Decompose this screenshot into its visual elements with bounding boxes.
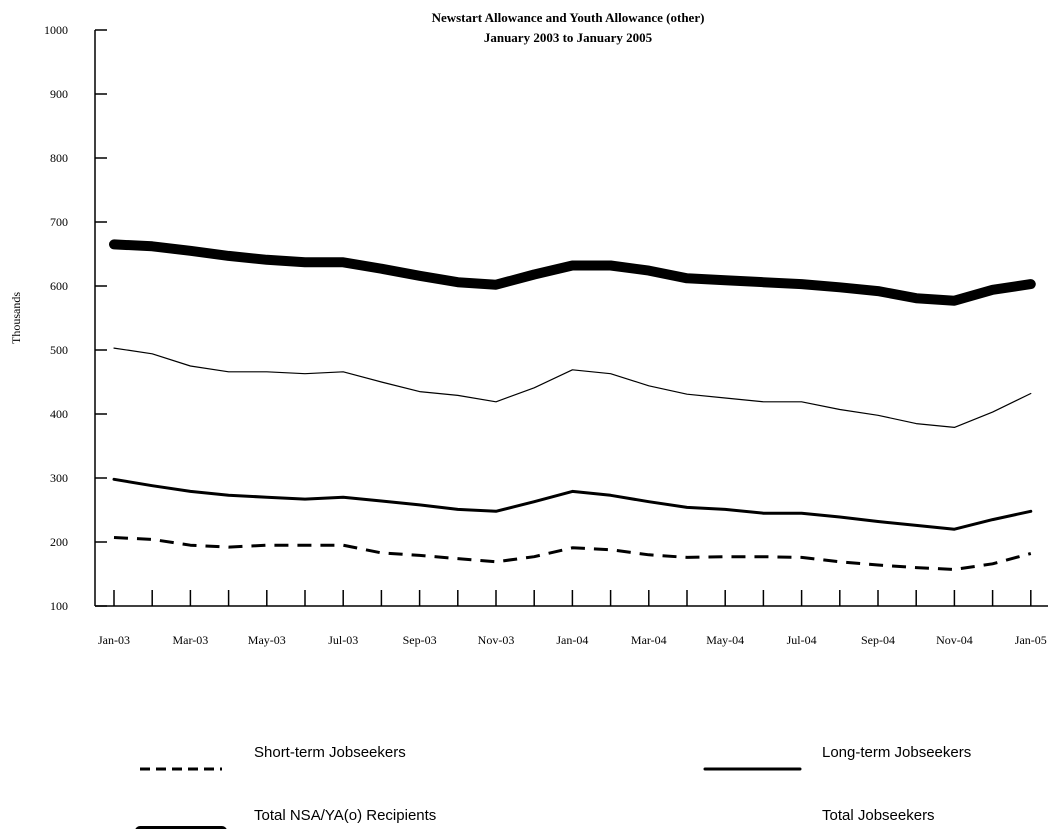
series-layer — [109, 239, 1036, 571]
x-tick-label: Jan-03 — [98, 633, 130, 647]
x-tick-label: Sep-03 — [403, 633, 437, 647]
y-tick-label: 700 — [50, 215, 68, 229]
y-axis-label: Thousands — [9, 292, 23, 344]
chart-title-line-2: January 2003 to January 2005 — [484, 30, 653, 45]
y-tick-label: 600 — [50, 279, 68, 293]
y-axis: 100 200 300 400 500 600 700 800 900 1000 — [44, 23, 107, 613]
x-tick-label: Jul-04 — [787, 633, 817, 647]
x-tick-label: Jan-04 — [556, 633, 588, 647]
y-tick-label: 900 — [50, 87, 68, 101]
y-tick-label: 800 — [50, 151, 68, 165]
legend: Short-term Jobseekers Long-term Jobseeker… — [135, 744, 971, 829]
y-tick-label: 300 — [50, 471, 68, 485]
y-tick-label: 200 — [50, 535, 68, 549]
x-tick-label: Mar-03 — [173, 633, 209, 647]
series-line-short-term-jobseekers — [113, 536, 1032, 571]
legend-label: Total NSA/YA(o) Recipients — [254, 807, 436, 824]
x-tick-label: Jan-05 — [1015, 633, 1047, 647]
series-line-total-nsa-ya-o-recipients — [109, 239, 1036, 306]
x-tick-label: Sep-04 — [861, 633, 895, 647]
y-tick-label: 400 — [50, 407, 68, 421]
y-tick-label: 1000 — [44, 23, 68, 37]
y-tick-label: 100 — [50, 599, 68, 613]
legend-label: Long-term Jobseekers — [822, 744, 971, 761]
x-tick-label: Nov-04 — [936, 633, 973, 647]
chart-title: Newstart Allowance and Youth Allowance (… — [432, 10, 705, 45]
x-tick-label: Nov-03 — [478, 633, 515, 647]
y-tick-label: 500 — [50, 343, 68, 357]
series-line-total-jobseekers — [113, 347, 1032, 428]
x-tick-label: Jul-03 — [328, 633, 358, 647]
legend-label: Short-term Jobseekers — [254, 744, 406, 761]
x-tick-label: May-04 — [706, 633, 744, 647]
series-line-long-term-jobseekers — [112, 477, 1033, 531]
x-tick-label: May-03 — [248, 633, 286, 647]
x-axis: Jan-03 Mar-03 May-03 Jul-03 Sep-03 Nov-03 Jan-… — [95, 590, 1048, 647]
chart-title-line-1: Newstart Allowance and Youth Allowance (… — [432, 10, 705, 25]
x-tick-label: Mar-04 — [631, 633, 667, 647]
legend-label: Total Jobseekers — [822, 807, 935, 824]
